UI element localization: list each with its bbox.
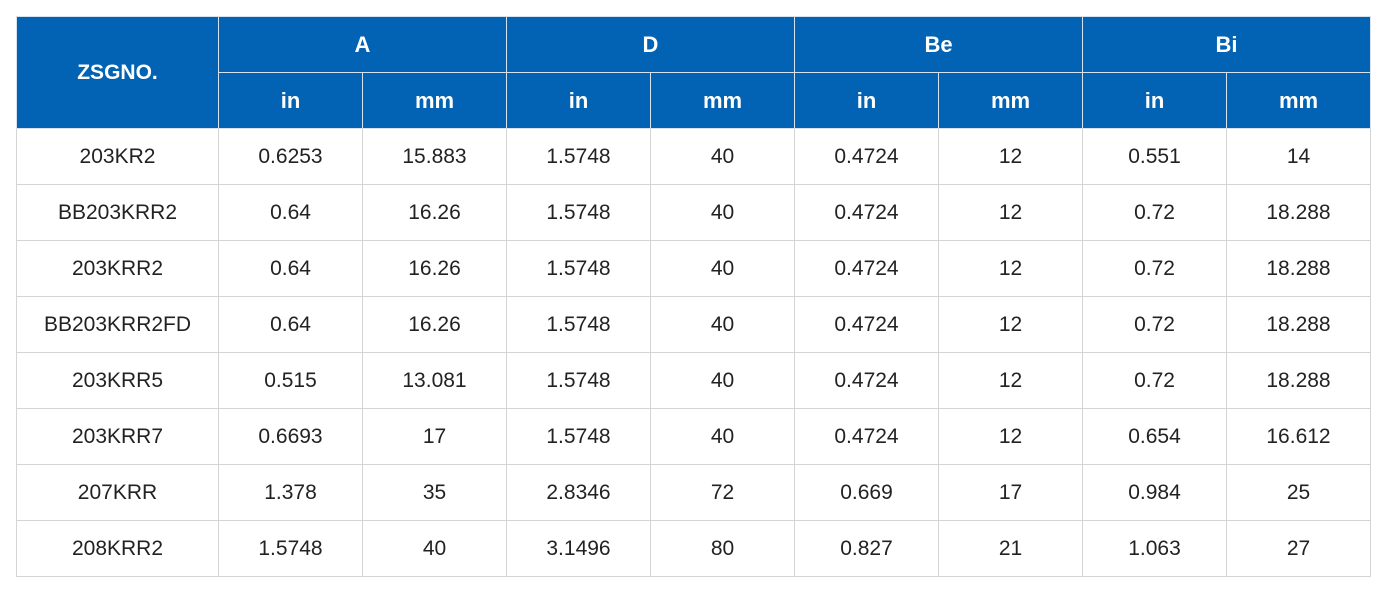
cell-a-in: 0.6253 xyxy=(218,128,363,185)
cell-be-mm: 12 xyxy=(938,128,1083,185)
cell-a-mm: 35 xyxy=(362,464,507,521)
unit-header-bi-mm: mm xyxy=(1226,72,1371,129)
cell-d-in: 1.5748 xyxy=(506,352,651,409)
cell-bi-mm: 18.288 xyxy=(1226,296,1371,353)
cell-a-mm: 16.26 xyxy=(362,296,507,353)
cell-be-mm: 12 xyxy=(938,408,1083,465)
cell-be-in: 0.4724 xyxy=(794,128,939,185)
cell-a-mm: 15.883 xyxy=(362,128,507,185)
table-row: 203KRR7 0.6693 17 1.5748 40 0.4724 12 0.654 16.6… xyxy=(16,408,1371,465)
cell-part-number: 208KRR2 xyxy=(16,520,219,577)
header-group-row: ZSGNO. A D Be Bi xyxy=(16,16,1371,129)
table-body: 203KR2 0.6253 15.883 1.5748 40 0.4724 12 0.551 1… xyxy=(16,128,1371,577)
cell-a-mm: 16.26 xyxy=(362,240,507,297)
cell-part-number: BB203KRR2FD xyxy=(16,296,219,353)
cell-part-number: 203KR2 xyxy=(16,128,219,185)
cell-bi-mm: 18.288 xyxy=(1226,184,1371,241)
cell-d-in: 2.8346 xyxy=(506,464,651,521)
table-row: 203KR2 0.6253 15.883 1.5748 40 0.4724 12 0.551 1… xyxy=(16,128,1371,185)
cell-d-mm: 40 xyxy=(650,184,795,241)
cell-a-in: 0.64 xyxy=(218,240,363,297)
unit-header-bi-in: in xyxy=(1082,72,1227,129)
cell-bi-mm: 16.612 xyxy=(1226,408,1371,465)
cell-part-number: BB203KRR2 xyxy=(16,184,219,241)
table-row: BB203KRR2FD 0.64 16.26 1.5748 40 0.4724 12 0.72… xyxy=(16,296,1371,353)
cell-bi-in: 0.72 xyxy=(1082,240,1227,297)
cell-a-in: 0.6693 xyxy=(218,408,363,465)
cell-be-in: 0.4724 xyxy=(794,408,939,465)
cell-a-mm: 13.081 xyxy=(362,352,507,409)
cell-be-in: 0.4724 xyxy=(794,184,939,241)
cell-a-in: 0.64 xyxy=(218,296,363,353)
cell-d-in: 1.5748 xyxy=(506,128,651,185)
cell-bi-in: 0.654 xyxy=(1082,408,1227,465)
cell-d-in: 1.5748 xyxy=(506,240,651,297)
unit-header-be-mm: mm xyxy=(938,72,1083,129)
cell-a-mm: 16.26 xyxy=(362,184,507,241)
cell-bi-in: 0.551 xyxy=(1082,128,1227,185)
unit-header-d-in: in xyxy=(506,72,651,129)
cell-d-in: 1.5748 xyxy=(506,408,651,465)
cell-bi-in: 0.984 xyxy=(1082,464,1227,521)
part-number-header: ZSGNO. xyxy=(16,16,219,129)
cell-bi-in: 0.72 xyxy=(1082,352,1227,409)
cell-be-mm: 21 xyxy=(938,520,1083,577)
cell-be-mm: 17 xyxy=(938,464,1083,521)
cell-part-number: 203KRR2 xyxy=(16,240,219,297)
bearing-spec-table: ZSGNO. A D Be Bi in mm in mm in mm in mm… xyxy=(16,16,1371,577)
cell-bi-in: 0.72 xyxy=(1082,296,1227,353)
cell-bi-mm: 25 xyxy=(1226,464,1371,521)
unit-header-a-in: in xyxy=(218,72,363,129)
cell-d-in: 3.1496 xyxy=(506,520,651,577)
cell-a-in: 0.515 xyxy=(218,352,363,409)
group-header-be: Be xyxy=(794,16,1083,73)
group-header-bi: Bi xyxy=(1082,16,1371,73)
table-row: BB203KRR2 0.64 16.26 1.5748 40 0.4724 12 0.72 18… xyxy=(16,184,1371,241)
cell-part-number: 203KRR5 xyxy=(16,352,219,409)
group-header-a: A xyxy=(218,16,507,73)
cell-be-in: 0.4724 xyxy=(794,352,939,409)
group-header-d: D xyxy=(506,16,795,73)
table-row: 203KRR2 0.64 16.26 1.5748 40 0.4724 12 0.72 18.2… xyxy=(16,240,1371,297)
cell-d-mm: 40 xyxy=(650,240,795,297)
table-row: 207KRR 1.378 35 2.8346 72 0.669 17 0.984 25 xyxy=(16,464,1371,521)
cell-d-in: 1.5748 xyxy=(506,296,651,353)
cell-d-mm: 40 xyxy=(650,352,795,409)
cell-a-mm: 40 xyxy=(362,520,507,577)
cell-bi-in: 0.72 xyxy=(1082,184,1227,241)
cell-be-mm: 12 xyxy=(938,184,1083,241)
cell-a-in: 1.378 xyxy=(218,464,363,521)
cell-a-in: 1.5748 xyxy=(218,520,363,577)
cell-d-in: 1.5748 xyxy=(506,184,651,241)
cell-be-in: 0.4724 xyxy=(794,240,939,297)
table-header: ZSGNO. A D Be Bi in mm in mm in mm in mm xyxy=(16,16,1371,129)
unit-header-be-in: in xyxy=(794,72,939,129)
unit-header-d-mm: mm xyxy=(650,72,795,129)
cell-d-mm: 40 xyxy=(650,128,795,185)
unit-header-a-mm: mm xyxy=(362,72,507,129)
cell-bi-mm: 27 xyxy=(1226,520,1371,577)
cell-d-mm: 40 xyxy=(650,408,795,465)
cell-part-number: 203KRR7 xyxy=(16,408,219,465)
cell-bi-in: 1.063 xyxy=(1082,520,1227,577)
cell-d-mm: 80 xyxy=(650,520,795,577)
cell-be-mm: 12 xyxy=(938,296,1083,353)
cell-a-mm: 17 xyxy=(362,408,507,465)
cell-bi-mm: 18.288 xyxy=(1226,352,1371,409)
header-unit-row: in mm in mm in mm in mm xyxy=(17,72,1371,129)
table-row: 208KRR2 1.5748 40 3.1496 80 0.827 21 1.063 27 xyxy=(16,520,1371,577)
cell-be-mm: 12 xyxy=(938,352,1083,409)
cell-d-mm: 40 xyxy=(650,296,795,353)
cell-part-number: 207KRR xyxy=(16,464,219,521)
table-row: 203KRR5 0.515 13.081 1.5748 40 0.4724 12 0.72 18… xyxy=(16,352,1371,409)
cell-bi-mm: 18.288 xyxy=(1226,240,1371,297)
cell-be-in: 0.827 xyxy=(794,520,939,577)
spec-table-container: ZSGNO. A D Be Bi in mm in mm in mm in mm… xyxy=(16,16,1371,577)
cell-bi-mm: 14 xyxy=(1226,128,1371,185)
cell-be-mm: 12 xyxy=(938,240,1083,297)
cell-d-mm: 72 xyxy=(650,464,795,521)
cell-a-in: 0.64 xyxy=(218,184,363,241)
cell-be-in: 0.669 xyxy=(794,464,939,521)
cell-be-in: 0.4724 xyxy=(794,296,939,353)
